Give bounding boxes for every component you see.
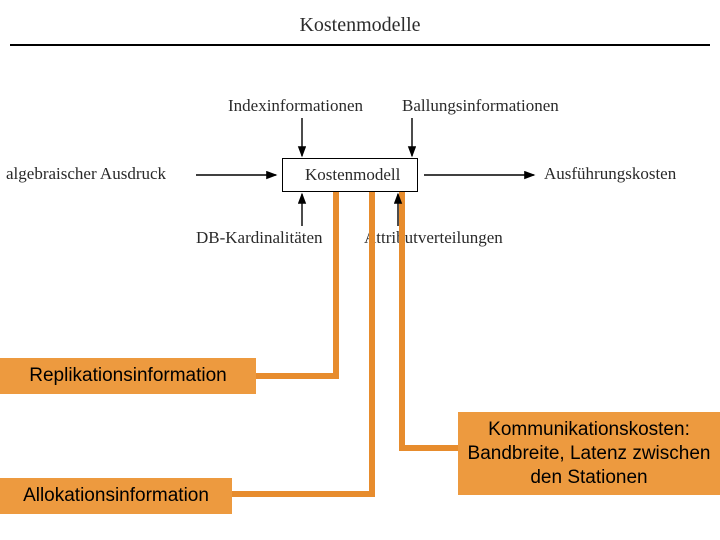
label-indexinformationen: Indexinformationen	[228, 96, 363, 116]
page-title: Kostenmodelle	[0, 14, 720, 37]
label-ballungsinformationen: Ballungsinformationen	[402, 96, 559, 116]
kostenmodell-box: Kostenmodell	[282, 158, 418, 192]
box-allokationsinformation: Allokationsinformation	[0, 478, 232, 514]
label-algebraischer-ausdruck: algebraischer Ausdruck	[6, 164, 166, 184]
title-rule	[10, 44, 710, 46]
box-kommunikationskosten: Kommunikationskosten:Bandbreite, Latenz …	[458, 412, 720, 495]
label-ausfuehrungskosten: Ausführungskosten	[544, 164, 676, 184]
label-attributverteilungen: Attributverteilungen	[364, 228, 503, 248]
label-db-kardinalitaeten: DB-Kardinalitäten	[196, 228, 323, 248]
box-replikationsinformation: Replikationsinformation	[0, 358, 256, 394]
